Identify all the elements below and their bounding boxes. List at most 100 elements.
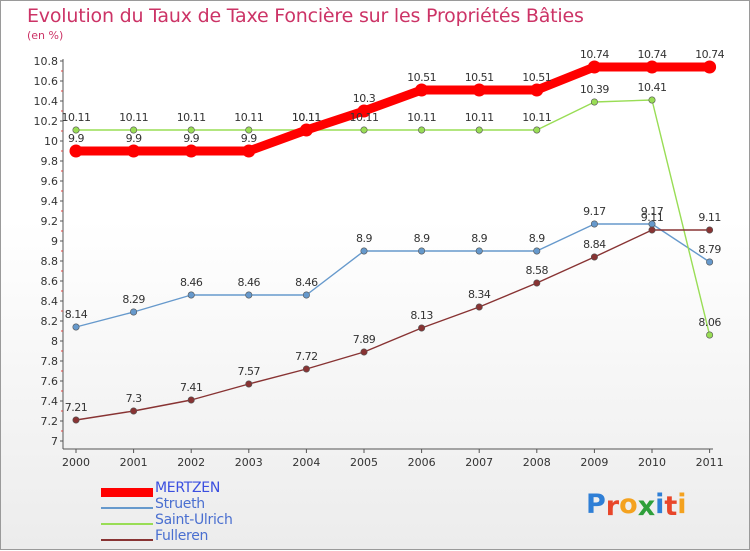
y-tick-label: 8.2: [41, 315, 59, 328]
y-tick-label: 7.8: [41, 355, 59, 368]
x-tick-label: 2005: [350, 456, 378, 469]
data-label: 8.06: [698, 316, 721, 329]
y-tick-label: 9: [51, 235, 58, 248]
data-point: [360, 126, 368, 134]
data-label: 10.11: [522, 111, 551, 124]
data-point: [130, 126, 138, 134]
x-tick-label: 2002: [177, 456, 205, 469]
data-label: 10.51: [522, 71, 551, 84]
data-point: [706, 226, 714, 234]
data-label: 8.14: [65, 308, 88, 321]
series-line-fulleren: [75, 229, 711, 421]
legend-label: MERTZEN: [155, 480, 220, 496]
logo-letter: o: [619, 489, 638, 520]
y-tick-label: 9.8: [41, 155, 59, 168]
data-label: 10.3: [353, 92, 376, 105]
data-point: [302, 365, 310, 373]
data-point: [590, 253, 598, 261]
data-point: [590, 220, 598, 228]
data-label: 8.9: [356, 232, 372, 245]
data-point: [130, 308, 138, 316]
data-label: 10.51: [465, 71, 494, 84]
data-label: 10.39: [580, 83, 609, 96]
x-tick-label: 2007: [465, 456, 493, 469]
data-label: 10.11: [62, 111, 91, 124]
chart-title: Evolution du Taux de Taxe Foncière sur l…: [27, 5, 584, 27]
legend-label: Fulleren: [155, 528, 209, 544]
data-point: [590, 98, 598, 106]
y-tick-label: 7: [51, 435, 58, 448]
data-point: [475, 247, 483, 255]
series-points: [69, 60, 717, 424]
data-point: [475, 303, 483, 311]
data-label: 9.11: [698, 211, 721, 224]
series-line-saint-ulrich: [75, 99, 711, 336]
series-line-strueth: [75, 223, 711, 328]
data-label: 9.9: [126, 132, 142, 145]
x-tick-label: 2011: [696, 456, 724, 469]
data-point: [72, 126, 80, 134]
y-tick-label: 10: [44, 135, 58, 148]
data-point: [299, 123, 313, 137]
data-label: 9.9: [68, 132, 84, 145]
data-label: 8.46: [295, 276, 318, 289]
data-point: [242, 144, 256, 158]
legend-swatch: [101, 487, 153, 497]
data-point: [530, 83, 544, 97]
data-point: [72, 416, 80, 424]
x-tick-label: 2000: [62, 456, 90, 469]
data-point: [706, 331, 714, 339]
data-label: 10.74: [580, 48, 609, 61]
x-tick-label: 2003: [235, 456, 263, 469]
data-label: 8.13: [410, 309, 433, 322]
y-tick-label: 8: [51, 335, 58, 348]
data-label: 9.9: [241, 132, 257, 145]
y-tick-label: 9.2: [41, 215, 59, 228]
data-label: 10.11: [119, 111, 148, 124]
data-label: 8.84: [583, 238, 606, 251]
x-tick-label: 2010: [638, 456, 666, 469]
data-label: 9.17: [583, 205, 606, 218]
data-label: 8.9: [471, 232, 487, 245]
data-point: [245, 291, 253, 299]
data-label: 10.11: [292, 111, 321, 124]
x-tick-label: 2006: [408, 456, 436, 469]
logo-letter: i: [655, 489, 665, 520]
data-label: 8.9: [414, 232, 430, 245]
data-label: 8.79: [698, 243, 721, 256]
y-tick-label: 10.6: [34, 75, 59, 88]
series-line-mertzen: [71, 62, 715, 156]
data-label: 10.74: [695, 48, 724, 61]
y-tick-label: 10.8: [34, 55, 59, 68]
data-point: [184, 144, 198, 158]
legend-label: Strueth: [155, 496, 205, 512]
data-point: [706, 258, 714, 266]
series-lines: [71, 62, 715, 421]
axes: 7 7.2 7.4 7.6 7.8 8 8.2 8.4 8.6 8.8 9 9.2 9.4 9.6 9.8 1…: [34, 55, 724, 469]
y-tick-label: 10.4: [34, 95, 59, 108]
data-label: 10.11: [465, 111, 494, 124]
brand-logo: Proxiti: [586, 489, 687, 522]
data-point: [645, 60, 659, 74]
x-tick-label: 2009: [580, 456, 608, 469]
data-point: [533, 247, 541, 255]
data-label: 7.89: [353, 333, 376, 346]
legend-swatch: [101, 523, 153, 525]
y-tick-label: 9.6: [41, 175, 59, 188]
data-label: 8.34: [468, 288, 491, 301]
data-point: [648, 96, 656, 104]
data-point: [415, 83, 429, 97]
data-label: 7.3: [126, 392, 142, 405]
data-label: 10.51: [407, 71, 436, 84]
data-point: [418, 126, 426, 134]
data-label: 7.57: [238, 365, 261, 378]
data-point: [72, 323, 80, 331]
logo-letter: t: [664, 491, 678, 522]
data-label: 8.46: [238, 276, 261, 289]
data-point: [187, 396, 195, 404]
data-label: 10.11: [177, 111, 206, 124]
y-tick-label: 8.8: [41, 255, 59, 268]
data-point: [472, 83, 486, 97]
data-point: [587, 60, 601, 74]
logo-letter: i: [677, 489, 687, 520]
